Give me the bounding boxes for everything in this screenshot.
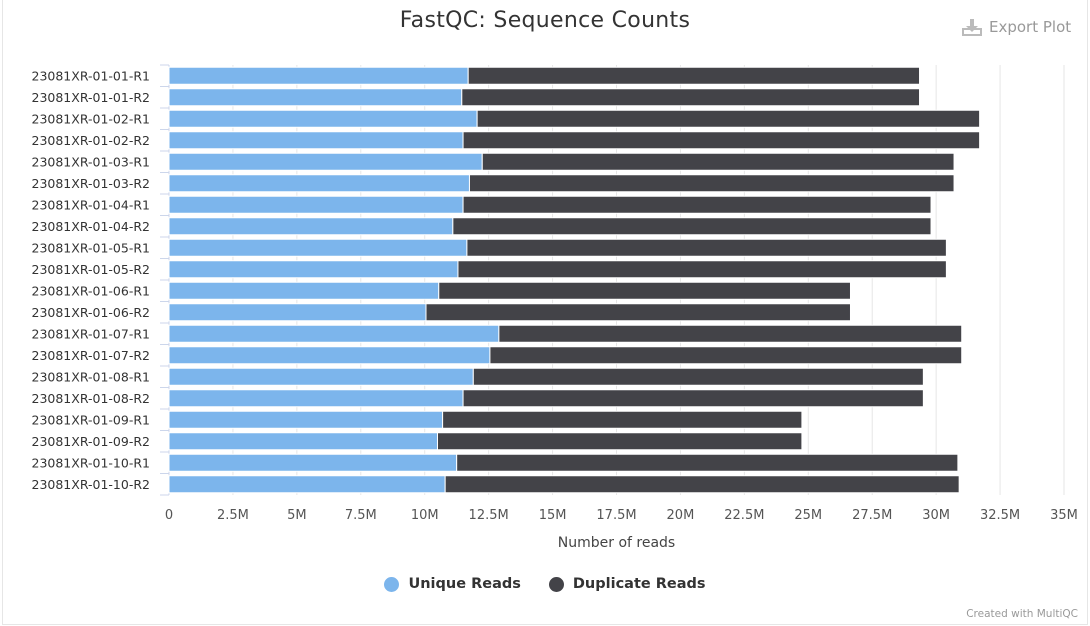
bar-unique-reads [168,432,438,451]
x-tick-label: 32.5M [980,508,1020,523]
bar-duplicate-reads [481,152,955,171]
x-tick-label: 22.5M [724,508,764,523]
category-label: 23081XR-01-03-R1 [32,154,151,169]
bar-unique-reads [168,475,446,494]
bar-duplicate-reads [472,367,924,386]
category-label: 23081XR-01-05-R1 [32,240,151,255]
bar-unique-reads [168,260,459,279]
bar-duplicate-reads [438,281,851,300]
bar-unique-reads [168,88,463,107]
bar-duplicate-reads [468,174,955,193]
bar-duplicate-reads [456,453,959,472]
export-plot-label: Export Plot [989,18,1072,36]
duplicate-reads-dot-icon [548,576,564,592]
category-label: 23081XR-01-04-R1 [32,197,151,212]
legend-label-duplicate: Duplicate Reads [572,576,706,592]
unique-reads-dot-icon [384,576,400,592]
bar-duplicate-reads [498,324,963,343]
bar-unique-reads [168,453,458,472]
bar-unique-reads [168,195,464,214]
export-plot-button[interactable]: Export Plot [962,18,1071,36]
chart-title: FastQC: Sequence Counts [399,8,691,33]
category-label: 23081XR-01-06-R2 [32,305,151,320]
category-label: 23081XR-01-07-R2 [32,348,151,363]
download-icon [962,18,982,36]
bar-duplicate-reads [467,66,921,85]
bar-unique-reads [168,389,464,408]
legend-label-unique: Unique Reads [408,576,521,592]
bar-duplicate-reads [466,238,947,257]
category-label: 23081XR-01-02-R2 [32,133,151,148]
legend: Unique Reads Duplicate Reads [0,576,1090,592]
bar-unique-reads [168,346,491,365]
bar-unique-reads [168,109,478,128]
bar-duplicate-reads [425,303,851,322]
category-label: 23081XR-01-01-R2 [32,90,151,105]
x-tick-label: 27.5M [852,508,892,523]
category-label: 23081XR-01-10-R2 [32,477,151,492]
x-tick-label: 20M [667,508,695,523]
bar-unique-reads [168,174,470,193]
bar-duplicate-reads [457,260,947,279]
bar-duplicate-reads [476,109,981,128]
bar-unique-reads [168,410,444,429]
x-tick-label: 2.5M [217,508,249,523]
x-tick-label: 30M [922,508,950,523]
bar-duplicate-reads [437,432,803,451]
category-label: 23081XR-01-07-R1 [32,326,151,341]
x-tick-label: 15M [539,508,567,523]
x-tick-label: 10M [411,508,439,523]
category-label: 23081XR-01-10-R1 [32,455,151,470]
bar-unique-reads [168,152,483,171]
category-label: 23081XR-01-05-R2 [32,262,151,277]
bar-duplicate-reads [489,346,963,365]
bar-unique-reads [168,303,427,322]
bar-unique-reads [168,66,469,85]
category-label: 23081XR-01-09-R1 [32,412,151,427]
x-tick-label: 17.5M [596,508,636,523]
bar-unique-reads [168,238,468,257]
bar-duplicate-reads [444,475,960,494]
bar-unique-reads [168,281,440,300]
category-label: 23081XR-01-08-R2 [32,391,151,406]
legend-item-unique[interactable]: Unique Reads [384,576,521,592]
x-axis-title: Number of reads [558,535,675,551]
category-label: 23081XR-01-03-R2 [32,176,151,191]
x-tick-label: 35M [1050,508,1078,523]
bar-unique-reads [168,367,474,386]
bar-duplicate-reads [452,217,932,236]
x-tick-label: 5M [287,508,307,523]
category-label: 23081XR-01-06-R1 [32,283,151,298]
x-tick-label: 7.5M [345,508,377,523]
bar-duplicate-reads [462,389,924,408]
category-label: 23081XR-01-04-R2 [32,219,151,234]
category-label: 23081XR-01-09-R2 [32,434,151,449]
credit-text: Created with MultiQC [966,608,1078,620]
bar-duplicate-reads [442,410,803,429]
x-tick-label: 12.5M [469,508,509,523]
bar-duplicate-reads [462,131,981,150]
x-tick-label: 25M [794,508,822,523]
legend-item-duplicate[interactable]: Duplicate Reads [548,576,706,592]
bar-unique-reads [168,217,454,236]
bar-unique-reads [168,324,500,343]
bar-duplicate-reads [461,88,921,107]
bar-unique-reads [168,131,464,150]
bar-duplicate-reads [462,195,932,214]
x-tick-label: 0 [165,508,173,523]
category-label: 23081XR-01-02-R1 [32,111,151,126]
category-label: 23081XR-01-01-R1 [32,68,151,83]
category-label: 23081XR-01-08-R1 [32,369,151,384]
